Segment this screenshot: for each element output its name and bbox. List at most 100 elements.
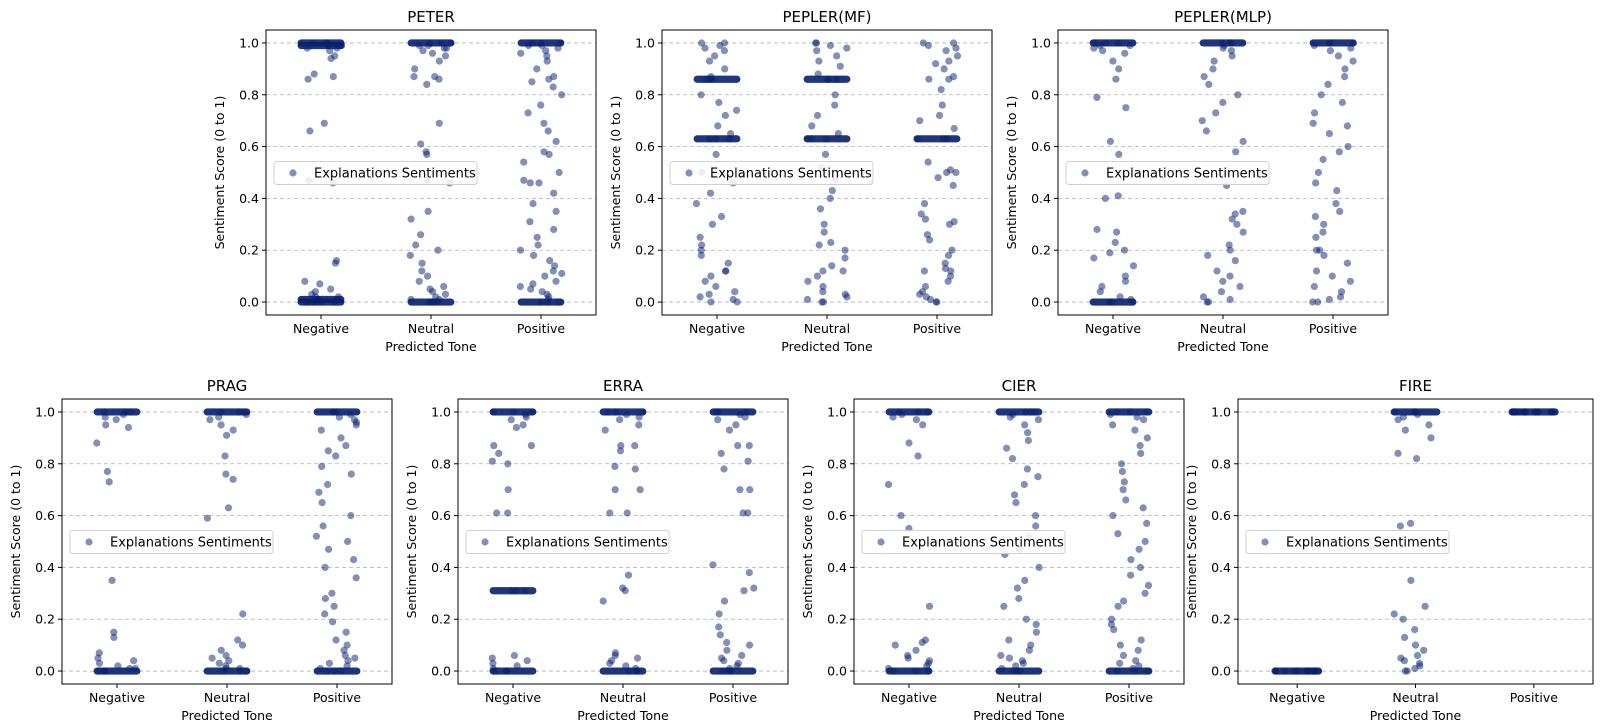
- data-point: [601, 426, 609, 434]
- data-point: [1021, 576, 1029, 585]
- x-tick-label: Neutral: [804, 321, 850, 336]
- data-point: [318, 499, 326, 507]
- y-tick-label: 0.6: [1211, 508, 1231, 523]
- data-point: [428, 49, 437, 57]
- data-point: [897, 511, 905, 520]
- data-point: [717, 449, 725, 457]
- y-tick-label: 0.4: [827, 560, 847, 575]
- data-point: [1121, 49, 1129, 57]
- data-point: [1025, 646, 1033, 654]
- data-point: [1119, 486, 1127, 494]
- data-point: [533, 65, 541, 73]
- y-tick-label: 0.2: [1211, 612, 1231, 627]
- data-point: [441, 290, 450, 298]
- x-tick-label: Negative: [1269, 690, 1325, 705]
- y-tick-label: 0.8: [1211, 456, 1231, 471]
- data-point: [310, 70, 318, 78]
- data-point: [1324, 80, 1332, 88]
- data-point: [617, 442, 625, 450]
- data-point: [1407, 576, 1415, 585]
- data-point: [316, 280, 324, 288]
- x-axis-label: Predicted Tone: [781, 339, 873, 354]
- data-point: [419, 47, 427, 55]
- data-point: [504, 509, 512, 517]
- x-tick-label: Positive: [1510, 690, 1558, 705]
- data-point: [1309, 298, 1317, 306]
- y-tick-label: 0.6: [431, 508, 451, 523]
- data-point: [1106, 137, 1114, 145]
- y-tick-label: 0.6: [1031, 139, 1051, 154]
- data-point: [944, 251, 953, 259]
- data-point: [820, 228, 828, 236]
- data-point: [108, 576, 116, 585]
- data-point: [1341, 65, 1349, 73]
- data-point: [1134, 646, 1142, 654]
- data-point: [843, 293, 851, 301]
- y-tick-label: 0.0: [431, 664, 451, 679]
- x-axis-label: Predicted Tone: [577, 708, 669, 723]
- y-tick-label: 0.0: [239, 295, 259, 310]
- y-axis-label: Sentiment Score (0 to 1): [1004, 96, 1019, 250]
- data-point: [697, 246, 705, 254]
- data-point: [424, 272, 432, 280]
- data-point: [935, 111, 944, 120]
- data-point: [1400, 657, 1408, 665]
- data-point: [329, 73, 337, 81]
- data-point: [815, 57, 823, 65]
- data-point: [110, 628, 118, 636]
- legend-marker: [289, 169, 297, 177]
- data-point: [944, 277, 952, 285]
- data-point: [949, 181, 957, 190]
- data-point: [819, 267, 827, 275]
- data-point: [721, 65, 729, 73]
- data-point: [611, 462, 619, 470]
- data-point: [493, 509, 501, 517]
- data-point: [831, 101, 839, 109]
- data-point: [328, 589, 336, 597]
- data-point: [709, 561, 717, 569]
- data-point: [222, 470, 230, 478]
- data-point: [1032, 522, 1040, 530]
- data-point: [1137, 636, 1145, 644]
- data-point: [1204, 251, 1212, 259]
- data-point: [234, 636, 242, 644]
- data-point: [808, 122, 816, 130]
- y-tick-label: 0.6: [827, 508, 847, 523]
- y-tick-label: 0.4: [431, 560, 451, 575]
- data-point: [1204, 298, 1213, 306]
- data-point: [412, 241, 420, 249]
- x-tick-label: Neutral: [996, 690, 1042, 705]
- data-point: [440, 282, 448, 291]
- x-tick-label: Positive: [313, 690, 361, 705]
- data-point: [528, 78, 536, 86]
- data-point: [229, 475, 237, 483]
- data-point: [820, 220, 828, 228]
- data-point: [813, 47, 821, 55]
- data-point: [1396, 522, 1404, 530]
- data-point: [1135, 545, 1143, 553]
- data-point: [734, 442, 742, 450]
- y-tick-label: 0.2: [1031, 243, 1051, 258]
- data-point: [1120, 478, 1128, 486]
- data-point: [321, 563, 329, 572]
- data-point: [804, 277, 812, 285]
- subplot-title: PRAG: [207, 377, 247, 395]
- y-tick-label: 0.0: [827, 664, 847, 679]
- data-point: [537, 101, 545, 109]
- data-point: [1093, 93, 1101, 101]
- data-point: [937, 86, 945, 94]
- data-point: [827, 238, 835, 247]
- y-tick-label: 1.0: [1031, 35, 1051, 50]
- data-point: [512, 423, 521, 432]
- data-point: [344, 537, 352, 546]
- data-point: [1023, 465, 1031, 473]
- data-point: [1232, 148, 1240, 156]
- data-point: [1333, 187, 1341, 195]
- data-point: [350, 556, 358, 564]
- data-point: [1310, 109, 1319, 117]
- data-point: [599, 597, 607, 605]
- data-point: [558, 269, 566, 278]
- data-point: [1000, 602, 1008, 610]
- data-point: [1022, 615, 1030, 623]
- data-point: [697, 251, 705, 259]
